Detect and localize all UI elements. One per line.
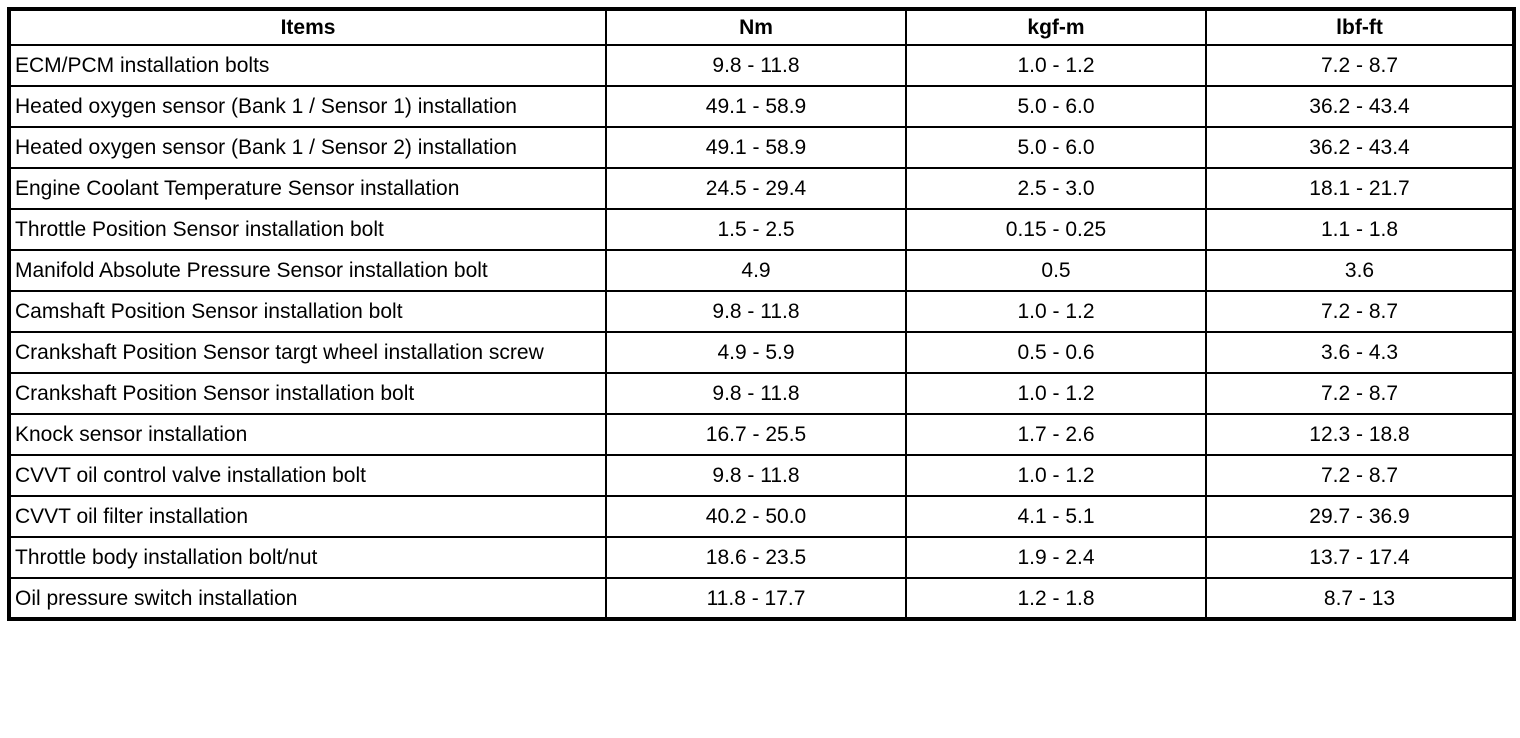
table-row: Throttle Position Sensor installation bo… bbox=[8, 208, 1515, 251]
nm-value-cell: 49.1 - 58.9 bbox=[605, 85, 907, 128]
kgf-m-value-cell: 0.5 - 0.6 bbox=[905, 331, 1207, 374]
item-name-cell: CVVT oil control valve installation bolt bbox=[8, 454, 607, 497]
table-row: Crankshaft Position Sensor installation … bbox=[8, 372, 1515, 415]
table-row: Crankshaft Position Sensor targt wheel i… bbox=[8, 331, 1515, 374]
lbf-ft-value-cell: 7.2 - 8.7 bbox=[1205, 290, 1515, 333]
nm-value-cell: 4.9 - 5.9 bbox=[605, 331, 907, 374]
kgf-m-value-cell: 1.0 - 1.2 bbox=[905, 454, 1207, 497]
item-name-cell: CVVT oil filter installation bbox=[8, 495, 607, 538]
lbf-ft-value-cell: 12.3 - 18.8 bbox=[1205, 413, 1515, 456]
nm-value-cell: 49.1 - 58.9 bbox=[605, 126, 907, 169]
item-name-cell: Crankshaft Position Sensor targt wheel i… bbox=[8, 331, 607, 374]
lbf-ft-value-cell: 3.6 - 4.3 bbox=[1205, 331, 1515, 374]
lbf-ft-value-cell: 7.2 - 8.7 bbox=[1205, 372, 1515, 415]
kgf-m-value-cell: 1.0 - 1.2 bbox=[905, 44, 1207, 87]
column-header-items: Items bbox=[8, 8, 607, 46]
nm-value-cell: 1.5 - 2.5 bbox=[605, 208, 907, 251]
lbf-ft-value-cell: 36.2 - 43.4 bbox=[1205, 85, 1515, 128]
nm-value-cell: 9.8 - 11.8 bbox=[605, 454, 907, 497]
item-name-cell: Crankshaft Position Sensor installation … bbox=[8, 372, 607, 415]
item-name-cell: Throttle Position Sensor installation bo… bbox=[8, 208, 607, 251]
kgf-m-value-cell: 1.2 - 1.8 bbox=[905, 577, 1207, 620]
kgf-m-value-cell: 5.0 - 6.0 bbox=[905, 85, 1207, 128]
nm-value-cell: 11.8 - 17.7 bbox=[605, 577, 907, 620]
nm-value-cell: 16.7 - 25.5 bbox=[605, 413, 907, 456]
lbf-ft-value-cell: 18.1 - 21.7 bbox=[1205, 167, 1515, 210]
item-name-cell: Camshaft Position Sensor installation bo… bbox=[8, 290, 607, 333]
nm-value-cell: 40.2 - 50.0 bbox=[605, 495, 907, 538]
item-name-cell: ECM/PCM installation bolts bbox=[8, 44, 607, 87]
column-header-nm: Nm bbox=[605, 8, 907, 46]
nm-value-cell: 24.5 - 29.4 bbox=[605, 167, 907, 210]
column-header-lbf-ft: lbf-ft bbox=[1205, 8, 1515, 46]
kgf-m-value-cell: 4.1 - 5.1 bbox=[905, 495, 1207, 538]
table-row: Knock sensor installation 16.7 - 25.5 1.… bbox=[8, 413, 1515, 456]
tightening-torque-table: Items Nm kgf-m lbf-ft ECM/PCM installati… bbox=[7, 7, 1516, 621]
item-name-cell: Engine Coolant Temperature Sensor instal… bbox=[8, 167, 607, 210]
table-row: Heated oxygen sensor (Bank 1 / Sensor 2)… bbox=[8, 126, 1515, 169]
lbf-ft-value-cell: 8.7 - 13 bbox=[1205, 577, 1515, 620]
item-name-cell: Knock sensor installation bbox=[8, 413, 607, 456]
kgf-m-value-cell: 1.0 - 1.2 bbox=[905, 372, 1207, 415]
item-name-cell: Manifold Absolute Pressure Sensor instal… bbox=[8, 249, 607, 292]
nm-value-cell: 9.8 - 11.8 bbox=[605, 290, 907, 333]
table-row: Manifold Absolute Pressure Sensor instal… bbox=[8, 249, 1515, 292]
table-row: Heated oxygen sensor (Bank 1 / Sensor 1)… bbox=[8, 85, 1515, 128]
kgf-m-value-cell: 1.9 - 2.4 bbox=[905, 536, 1207, 579]
kgf-m-value-cell: 1.0 - 1.2 bbox=[905, 290, 1207, 333]
table-row: CVVT oil control valve installation bolt… bbox=[8, 454, 1515, 497]
item-name-cell: Heated oxygen sensor (Bank 1 / Sensor 2)… bbox=[8, 126, 607, 169]
column-header-kgf-m: kgf-m bbox=[905, 8, 1207, 46]
item-name-cell: Heated oxygen sensor (Bank 1 / Sensor 1)… bbox=[8, 85, 607, 128]
table-row: Oil pressure switch installation 11.8 - … bbox=[8, 577, 1515, 620]
table-header-row: Items Nm kgf-m lbf-ft bbox=[8, 8, 1515, 46]
kgf-m-value-cell: 1.7 - 2.6 bbox=[905, 413, 1207, 456]
lbf-ft-value-cell: 36.2 - 43.4 bbox=[1205, 126, 1515, 169]
table-row: Camshaft Position Sensor installation bo… bbox=[8, 290, 1515, 333]
item-name-cell: Oil pressure switch installation bbox=[8, 577, 607, 620]
nm-value-cell: 9.8 - 11.8 bbox=[605, 372, 907, 415]
table-row: CVVT oil filter installation 40.2 - 50.0… bbox=[8, 495, 1515, 538]
nm-value-cell: 18.6 - 23.5 bbox=[605, 536, 907, 579]
nm-value-cell: 4.9 bbox=[605, 249, 907, 292]
table-row: Throttle body installation bolt/nut 18.6… bbox=[8, 536, 1515, 579]
kgf-m-value-cell: 0.5 bbox=[905, 249, 1207, 292]
table-row: Engine Coolant Temperature Sensor instal… bbox=[8, 167, 1515, 210]
kgf-m-value-cell: 2.5 - 3.0 bbox=[905, 167, 1207, 210]
lbf-ft-value-cell: 29.7 - 36.9 bbox=[1205, 495, 1515, 538]
table-row: ECM/PCM installation bolts 9.8 - 11.8 1.… bbox=[8, 44, 1515, 87]
kgf-m-value-cell: 5.0 - 6.0 bbox=[905, 126, 1207, 169]
lbf-ft-value-cell: 1.1 - 1.8 bbox=[1205, 208, 1515, 251]
lbf-ft-value-cell: 13.7 - 17.4 bbox=[1205, 536, 1515, 579]
lbf-ft-value-cell: 3.6 bbox=[1205, 249, 1515, 292]
kgf-m-value-cell: 0.15 - 0.25 bbox=[905, 208, 1207, 251]
table-body: ECM/PCM installation bolts 9.8 - 11.8 1.… bbox=[8, 44, 1515, 620]
lbf-ft-value-cell: 7.2 - 8.7 bbox=[1205, 44, 1515, 87]
lbf-ft-value-cell: 7.2 - 8.7 bbox=[1205, 454, 1515, 497]
item-name-cell: Throttle body installation bolt/nut bbox=[8, 536, 607, 579]
nm-value-cell: 9.8 - 11.8 bbox=[605, 44, 907, 87]
